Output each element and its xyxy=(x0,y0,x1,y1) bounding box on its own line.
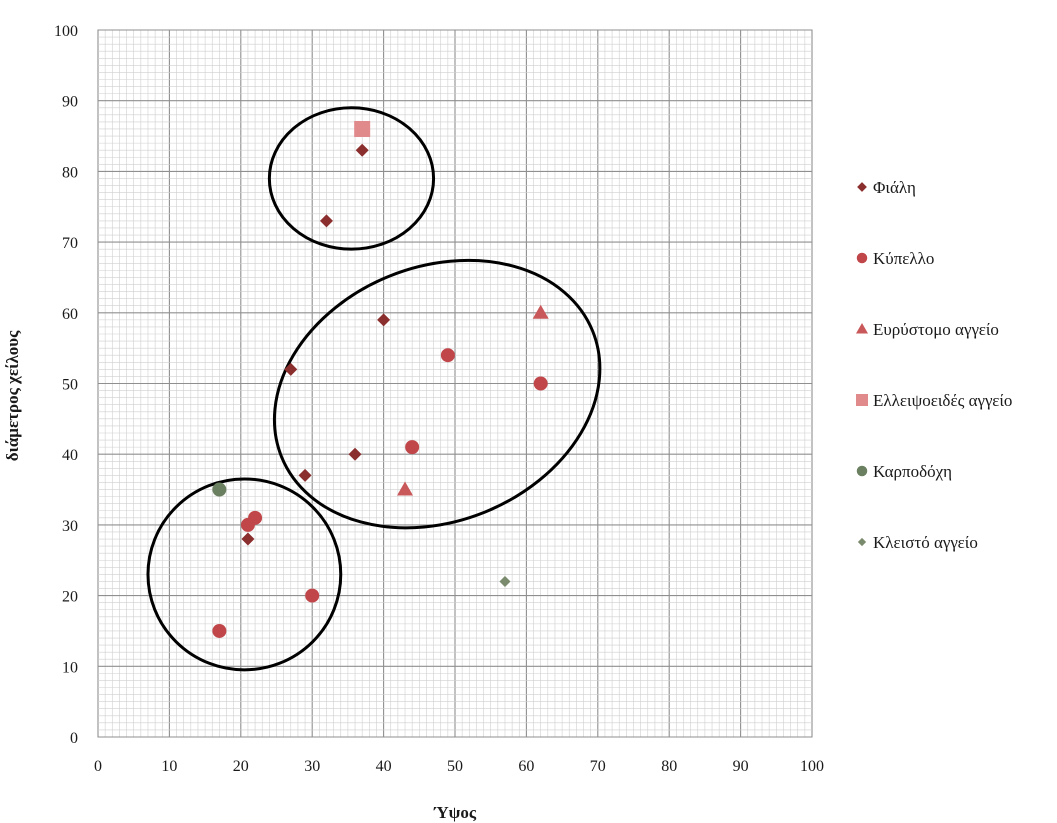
data-point xyxy=(319,214,333,228)
legend-item: Ευρύστομο αγγείο xyxy=(856,320,999,339)
data-point xyxy=(212,482,227,497)
legend: Φιάλη Κύπελλο Ευρύστομο αγγείο Ελλειψοειδές… xyxy=(856,178,1012,552)
legend-marker xyxy=(856,394,868,406)
data-point xyxy=(499,575,511,587)
data-point xyxy=(533,376,548,391)
data-point xyxy=(348,447,362,461)
y-tick-label: 90 xyxy=(62,94,78,111)
data-point xyxy=(298,468,312,482)
legend-label: Ευρύστομο αγγείο xyxy=(873,320,999,339)
legend-marker xyxy=(856,465,868,477)
group-ellipse xyxy=(146,477,343,672)
y-tick-label: 70 xyxy=(62,235,78,252)
data-point xyxy=(212,623,227,638)
x-tick-label: 0 xyxy=(94,758,102,775)
x-axis-title: Ύψος xyxy=(433,803,477,822)
legend-marker-shape xyxy=(856,252,868,264)
legend-item: Φιάλη xyxy=(857,178,916,197)
x-tick-label: 60 xyxy=(518,758,534,775)
group-ellipses xyxy=(146,106,602,672)
legend-label: Κύπελλο xyxy=(873,249,934,268)
legend-marker-shape xyxy=(856,394,868,406)
legend-label: Κλειστό αγγείο xyxy=(873,533,978,552)
legend-item: Ελλειψοειδές αγγείο xyxy=(856,391,1012,410)
legend-item: Κλειστό αγγείο xyxy=(857,533,978,552)
x-tick-label: 70 xyxy=(590,758,606,775)
grid xyxy=(97,29,813,738)
legend-item: Κύπελλο xyxy=(856,249,934,268)
x-tick-label: 10 xyxy=(161,758,177,775)
data-point xyxy=(284,362,298,376)
data-point xyxy=(305,588,320,603)
data-point xyxy=(248,510,263,525)
data-point xyxy=(397,481,414,496)
x-tick-label: 80 xyxy=(661,758,677,775)
legend-marker-shape xyxy=(857,182,867,192)
data-point xyxy=(440,348,455,363)
y-axis-title: διάμετρος χείλους xyxy=(3,330,22,461)
y-tick-label: 60 xyxy=(62,306,78,323)
y-tick-label: 20 xyxy=(62,589,78,606)
data-point xyxy=(355,143,369,157)
axis-ticks: 0 10 20 30 40 50 60 70 80 90 100 0 10 20 30 40 50 60 70 80 9… xyxy=(54,23,824,775)
x-tick-label: 20 xyxy=(233,758,249,775)
y-tick-label: 0 xyxy=(70,730,78,747)
data-point xyxy=(241,532,255,546)
x-tick-label: 50 xyxy=(447,758,463,775)
legend-label: Ελλειψοειδές αγγείο xyxy=(873,391,1012,410)
legend-item: Καρποδόχη xyxy=(856,462,952,481)
y-tick-label: 80 xyxy=(62,164,78,181)
legend-label: Φιάλη xyxy=(873,178,916,197)
legend-marker xyxy=(856,323,868,334)
group-ellipse xyxy=(272,258,602,530)
x-tick-label: 30 xyxy=(304,758,320,775)
y-tick-label: 30 xyxy=(62,518,78,535)
data-point xyxy=(377,313,391,327)
group-ellipse xyxy=(267,106,436,251)
legend-marker-shape xyxy=(856,465,868,477)
x-tick-label: 40 xyxy=(376,758,392,775)
data-point xyxy=(532,304,549,319)
legend-label: Καρποδόχη xyxy=(873,462,952,481)
y-tick-label: 100 xyxy=(54,23,78,40)
data-points xyxy=(212,120,549,638)
legend-marker xyxy=(857,182,867,192)
x-tick-label: 90 xyxy=(733,758,749,775)
y-tick-label: 40 xyxy=(62,447,78,464)
y-tick-label: 10 xyxy=(62,659,78,676)
data-point xyxy=(405,440,420,455)
x-tick-label: 100 xyxy=(800,758,824,775)
legend-marker-shape xyxy=(857,537,867,547)
legend-marker-shape xyxy=(856,323,868,334)
legend-marker xyxy=(856,252,868,264)
data-point xyxy=(354,120,371,137)
legend-marker xyxy=(857,537,867,547)
y-tick-label: 50 xyxy=(62,377,78,394)
